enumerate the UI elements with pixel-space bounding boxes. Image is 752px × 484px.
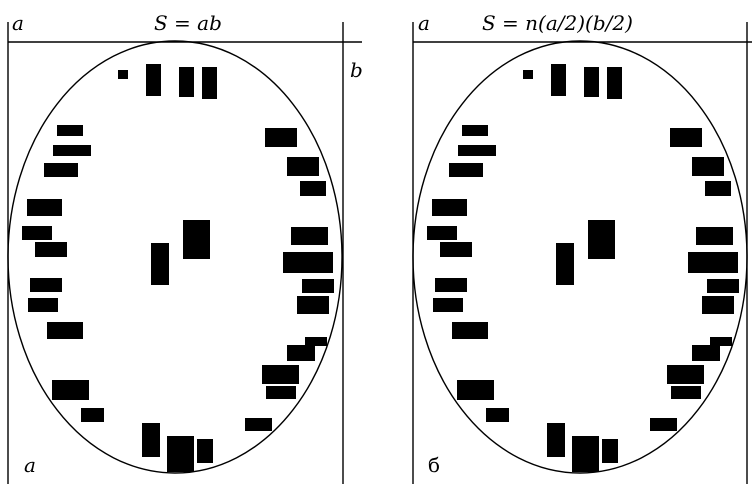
- block-28: [81, 408, 104, 422]
- block-11: [432, 199, 467, 216]
- block-27: [457, 380, 494, 400]
- block-6: [53, 145, 91, 156]
- block-11: [27, 199, 62, 216]
- block-5: [57, 125, 83, 136]
- height-label-b: b: [350, 58, 363, 82]
- block-10: [705, 181, 731, 196]
- block-32: [602, 439, 618, 463]
- block-13: [440, 242, 472, 257]
- block-19: [297, 296, 329, 314]
- block-21: [287, 345, 315, 361]
- width-label-a: a: [418, 11, 430, 35]
- block-23: [28, 298, 58, 312]
- block-4: [607, 67, 622, 99]
- block-22: [435, 278, 467, 292]
- block-24: [452, 322, 488, 339]
- block-10: [300, 181, 326, 196]
- block-26: [671, 386, 701, 399]
- block-16: [696, 227, 733, 245]
- area-formula: S = ab: [154, 11, 222, 35]
- block-2: [146, 64, 161, 96]
- block-18: [302, 279, 334, 293]
- block-2: [551, 64, 566, 96]
- block-28: [486, 408, 509, 422]
- block-20: [710, 337, 732, 346]
- block-8: [265, 128, 297, 147]
- block-29: [245, 418, 272, 431]
- block-9: [287, 157, 319, 176]
- block-23: [433, 298, 463, 312]
- block-13: [35, 242, 67, 257]
- block-25: [667, 365, 704, 384]
- block-30: [547, 423, 565, 457]
- width-label-a: a: [12, 11, 24, 35]
- panel-a: a S = ab b a: [7, 11, 363, 484]
- block-15: [151, 243, 169, 285]
- block-1: [118, 70, 128, 79]
- block-22: [30, 278, 62, 292]
- block-29: [650, 418, 677, 431]
- block-19: [702, 296, 734, 314]
- block-18: [707, 279, 739, 293]
- block-7: [449, 163, 483, 177]
- block-27: [52, 380, 89, 400]
- block-5: [462, 125, 488, 136]
- block-6: [458, 145, 496, 156]
- ellipse-blocks: [427, 64, 739, 472]
- block-1: [523, 70, 533, 79]
- ellipse: [412, 40, 748, 474]
- block-20: [305, 337, 327, 346]
- block-12: [22, 226, 52, 240]
- block-17: [283, 252, 333, 273]
- block-3: [179, 67, 194, 97]
- block-9: [692, 157, 724, 176]
- block-24: [47, 322, 83, 339]
- block-31: [572, 436, 599, 472]
- panel-b: a S = n(a/2)(b/2) б: [412, 11, 752, 484]
- block-25: [262, 365, 299, 384]
- block-7: [44, 163, 78, 177]
- block-16: [291, 227, 328, 245]
- panel-label: б: [428, 453, 440, 477]
- block-14: [588, 220, 615, 259]
- block-26: [266, 386, 296, 399]
- block-4: [202, 67, 217, 99]
- area-formula: S = n(a/2)(b/2): [482, 11, 633, 35]
- block-8: [670, 128, 702, 147]
- block-31: [167, 436, 194, 472]
- panel-label: a: [24, 453, 36, 477]
- block-15: [556, 243, 574, 285]
- block-32: [197, 439, 213, 463]
- ellipse: [7, 40, 343, 474]
- block-21: [692, 345, 720, 361]
- ellipse-blocks: [22, 64, 334, 472]
- block-14: [183, 220, 210, 259]
- block-12: [427, 226, 457, 240]
- block-17: [688, 252, 738, 273]
- block-30: [142, 423, 160, 457]
- block-3: [584, 67, 599, 97]
